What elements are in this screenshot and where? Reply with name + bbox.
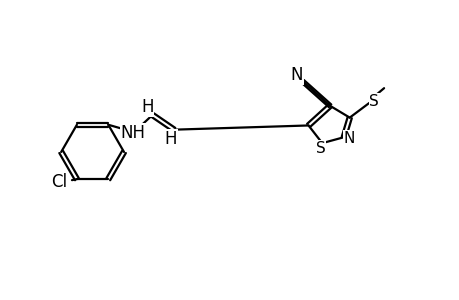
Text: Cl: Cl <box>51 173 67 191</box>
Text: H: H <box>141 98 153 116</box>
Text: S: S <box>315 141 325 156</box>
Text: N: N <box>343 131 354 146</box>
Text: N: N <box>290 66 302 84</box>
Text: NH: NH <box>120 124 145 142</box>
Text: S: S <box>369 94 378 109</box>
Text: H: H <box>164 130 177 148</box>
